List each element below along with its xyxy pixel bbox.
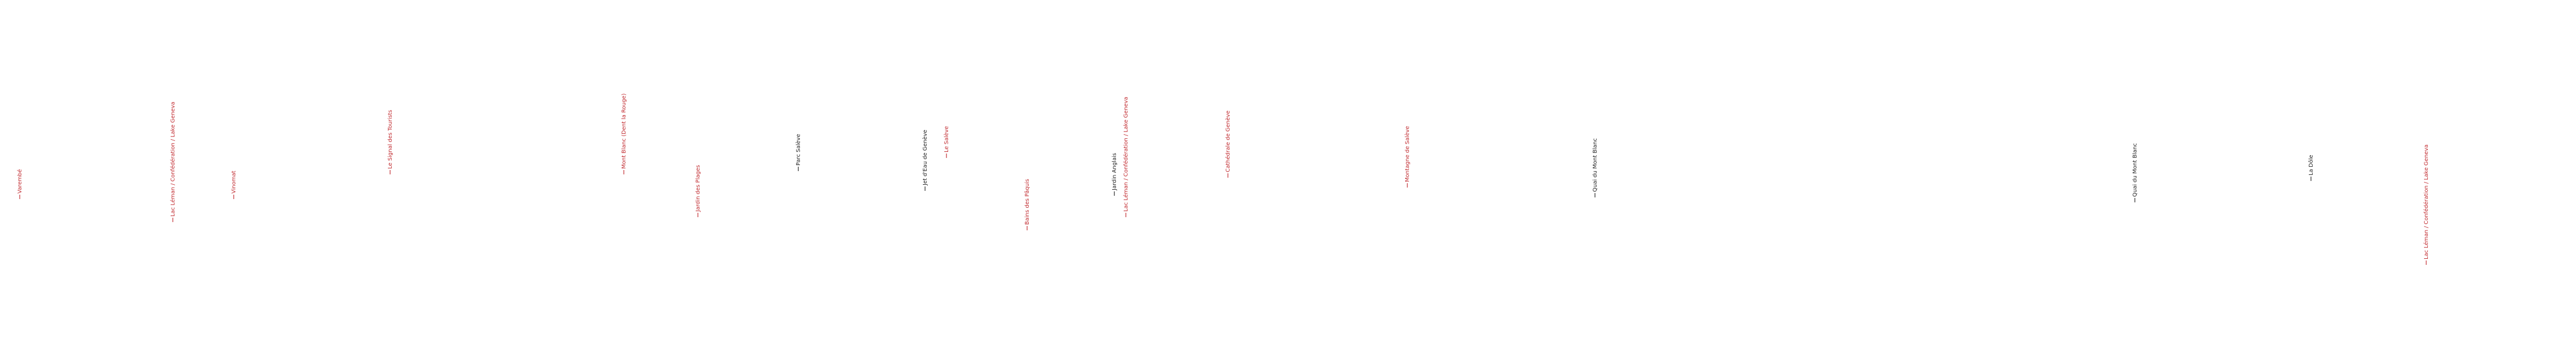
place-label: Varembé — [16, 169, 23, 194]
place-label: Lac Léman / Confédération / Lake Geneva — [170, 102, 176, 217]
place-label: Parc Salève — [795, 134, 802, 166]
place-label: Lac Léman / Confédération / Lake Geneva — [1123, 97, 1129, 212]
place-label: Quai du Mont Blanc — [1592, 138, 1598, 192]
place-label: Mont Blanc (Dent la Rouge) — [621, 93, 627, 169]
place-label: Le Salève — [943, 126, 950, 152]
place-label: Vinomat — [231, 171, 237, 194]
place-label: La Dôle — [2308, 155, 2314, 175]
place-label: Jardin des Plages — [695, 165, 701, 212]
place-label: Le Signal des Tourists — [387, 110, 393, 169]
place-label: Montagne de Salève — [1404, 126, 1411, 182]
place-label: Bains des Pâquis — [1024, 179, 1030, 225]
place-label: Jardin Anglais — [1112, 153, 1118, 191]
place-label: Jet d'Eau de Genève — [922, 130, 928, 186]
place-label: Quai du Mont Blanc — [2132, 143, 2138, 197]
place-label: Lac Léman / Confédération / Lake Geneva — [2423, 145, 2430, 260]
place-label: Cathédrale de Genève — [1225, 111, 1231, 172]
